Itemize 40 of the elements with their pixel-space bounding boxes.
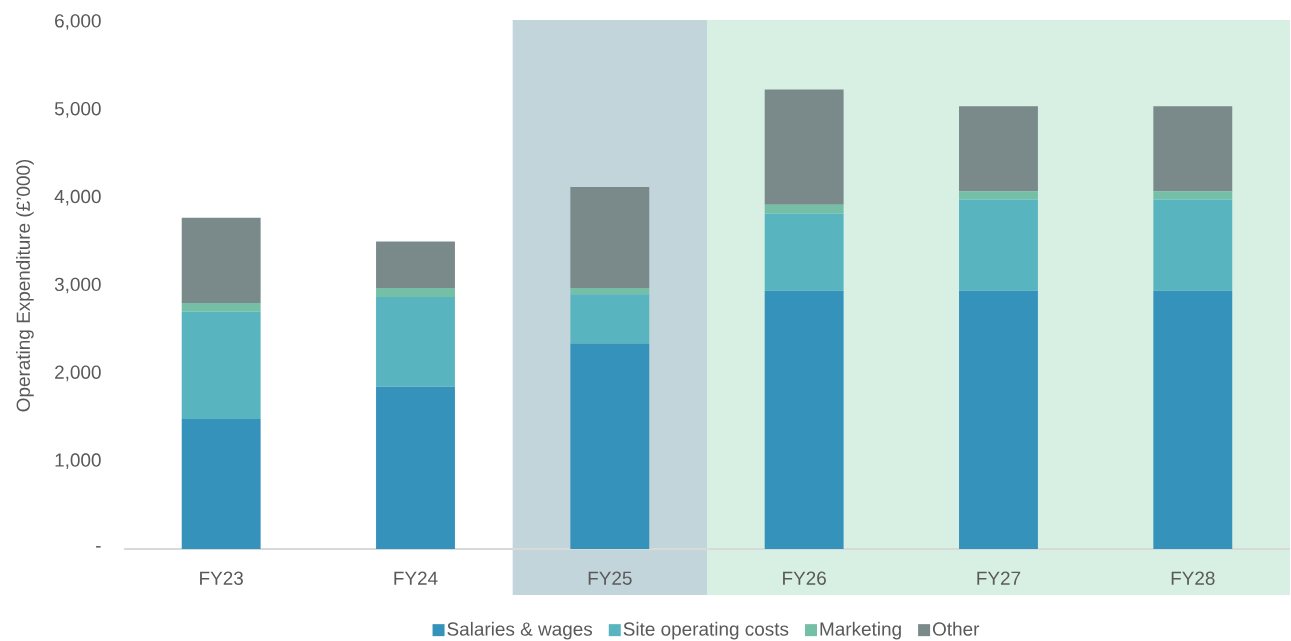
bar: [764, 290, 844, 549]
x-tick-label: FY27: [977, 571, 1021, 585]
y-tick-label: 4,000: [54, 189, 101, 206]
x-tick-label: FY23: [200, 571, 243, 585]
bar: [959, 199, 1038, 291]
legend-label: Marketing: [820, 621, 901, 640]
bar: [1153, 199, 1233, 291]
bar: [1153, 290, 1233, 549]
bar: [570, 187, 650, 289]
y-tick-label: 5,000: [54, 102, 101, 118]
legend-label: Salaries & wages: [447, 621, 593, 640]
x-tick-label: FY25: [588, 571, 632, 585]
x-tick-label: FY24: [394, 571, 438, 585]
bar: [376, 386, 455, 549]
bar: [181, 303, 261, 312]
legend-label: Other: [932, 621, 980, 636]
x-tick-label: FY26: [783, 571, 826, 585]
bar: [181, 217, 261, 304]
y-tick-label: 3,000: [54, 277, 101, 294]
bar: [181, 311, 261, 419]
bar: [376, 241, 455, 289]
y-axis-title: Operating Expenditure (£’000): [16, 159, 34, 412]
bar: [181, 418, 261, 549]
x-tick-label: FY28: [1171, 571, 1215, 585]
bar: [764, 204, 844, 214]
y-tick-label: 2,000: [55, 365, 101, 382]
bar: [764, 213, 844, 291]
bar: [570, 294, 650, 344]
bar: [959, 290, 1038, 549]
y-tick-label: 1,000: [55, 453, 101, 469]
bar: [376, 288, 455, 297]
bar: [764, 89, 844, 205]
bar: [570, 288, 650, 295]
y-tick-label: -: [96, 546, 101, 548]
y-tick-label: 6,000: [55, 14, 101, 30]
bar: [570, 343, 650, 549]
bar: [1153, 106, 1233, 192]
legend-label: Site operating costs: [623, 621, 789, 640]
bar: [376, 296, 455, 387]
bar: [959, 106, 1038, 192]
